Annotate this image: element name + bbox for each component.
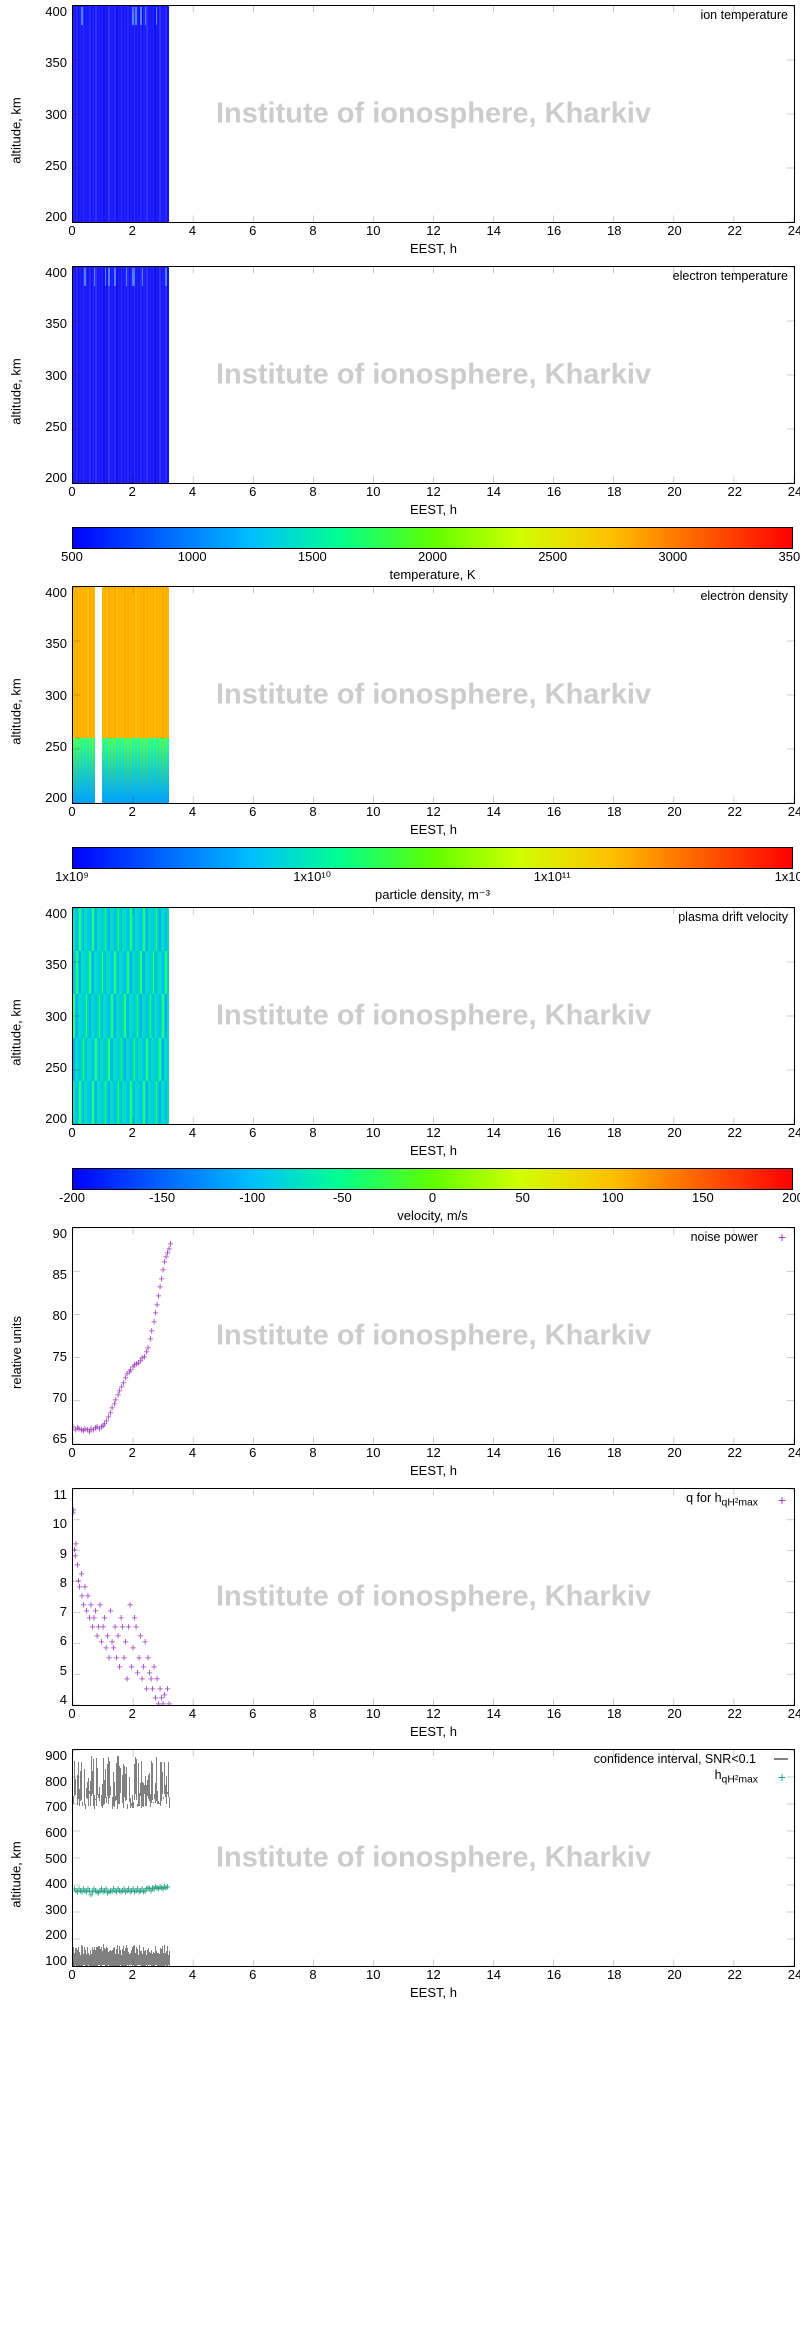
scatter-q_factor: 1110987654q for hqH²max+++++++++++++++++… xyxy=(5,1488,795,1739)
heatmap-elec_temp: altitude, km400350300250200electron temp… xyxy=(5,266,795,517)
y-axis-label: altitude, km xyxy=(9,678,24,744)
plot-area: electron temperature Institute of ionosph… xyxy=(72,266,795,484)
legend: confidence interval, SNR<0.1 xyxy=(594,1752,788,1766)
colorbar-label: particle density, m⁻³ xyxy=(72,887,793,903)
y-axis-label: relative units xyxy=(9,1316,24,1389)
plot-area: q for hqH²max+++++++++++++++++++++++++++… xyxy=(72,1488,795,1706)
x-axis-label: EEST, h xyxy=(72,822,795,837)
heatmap-ion_temp: altitude, km400350300250200ion temperatu… xyxy=(5,5,795,256)
colorbar-velocity: -200-150-100-50050100150200velocity, m/s xyxy=(72,1168,793,1223)
plot-area: electron density Institute of ionosphere,… xyxy=(72,586,795,804)
plot-area: confidence interval, SNR<0.1hqH²max+++++… xyxy=(72,1749,795,1967)
y-axis-label: altitude, km xyxy=(9,358,24,424)
colorbar-label: velocity, m/s xyxy=(72,1208,793,1223)
scatter-noise: relative units908580757065noise power+++… xyxy=(5,1227,795,1478)
x-axis-label: EEST, h xyxy=(72,1724,795,1739)
x-axis-label: EEST, h xyxy=(72,241,795,256)
x-axis-label: EEST, h xyxy=(72,1985,795,2000)
scatter-confidence: altitude, km900800700600500400300200100c… xyxy=(5,1749,795,2000)
colorbar-density: 1x10⁹1x10¹⁰1x10¹¹1x10¹²particle density,… xyxy=(72,847,793,903)
plot-area: noise power+++++++++++++++++++++++++++++… xyxy=(72,1227,795,1445)
chart-title: electron density xyxy=(700,589,788,603)
y-axis-label: altitude, km xyxy=(9,97,24,163)
heatmap-elec_density: altitude, km400350300250200electron dens… xyxy=(5,586,795,837)
y-axis-label: altitude, km xyxy=(9,999,24,1065)
chart-title: electron temperature xyxy=(673,269,788,283)
watermark: Institute of ionosphere, Kharkiv xyxy=(216,679,651,712)
heatmap-drift_vel: altitude, km400350300250200plasma drift … xyxy=(5,907,795,1158)
chart-title: plasma drift velocity xyxy=(678,910,788,924)
colorbar-label: temperature, K xyxy=(72,567,793,582)
x-axis-label: EEST, h xyxy=(72,1143,795,1158)
y-axis-label: altitude, km xyxy=(9,1841,24,1907)
plot-area: ion temperature Institute of ionosphere, … xyxy=(72,5,795,223)
watermark: Institute of ionosphere, Kharkiv xyxy=(216,1581,651,1614)
watermark: Institute of ionosphere, Kharkiv xyxy=(216,1320,651,1353)
x-axis-label: EEST, h xyxy=(72,1463,795,1478)
watermark: Institute of ionosphere, Kharkiv xyxy=(216,1000,651,1033)
colorbar-temp: 500100015002000250030003500temperature, … xyxy=(72,527,793,582)
legend: noise power+ xyxy=(691,1230,788,1244)
watermark: Institute of ionosphere, Kharkiv xyxy=(216,98,651,131)
x-axis-label: EEST, h xyxy=(72,502,795,517)
watermark: Institute of ionosphere, Kharkiv xyxy=(216,359,651,392)
plot-area: plasma drift velocity Institute of ionosp… xyxy=(72,907,795,1125)
chart-title: ion temperature xyxy=(700,8,788,22)
legend: q for hqH²max+ xyxy=(686,1491,788,1509)
watermark: Institute of ionosphere, Kharkiv xyxy=(216,1842,651,1875)
legend: hqH²max+ xyxy=(715,1768,788,1786)
